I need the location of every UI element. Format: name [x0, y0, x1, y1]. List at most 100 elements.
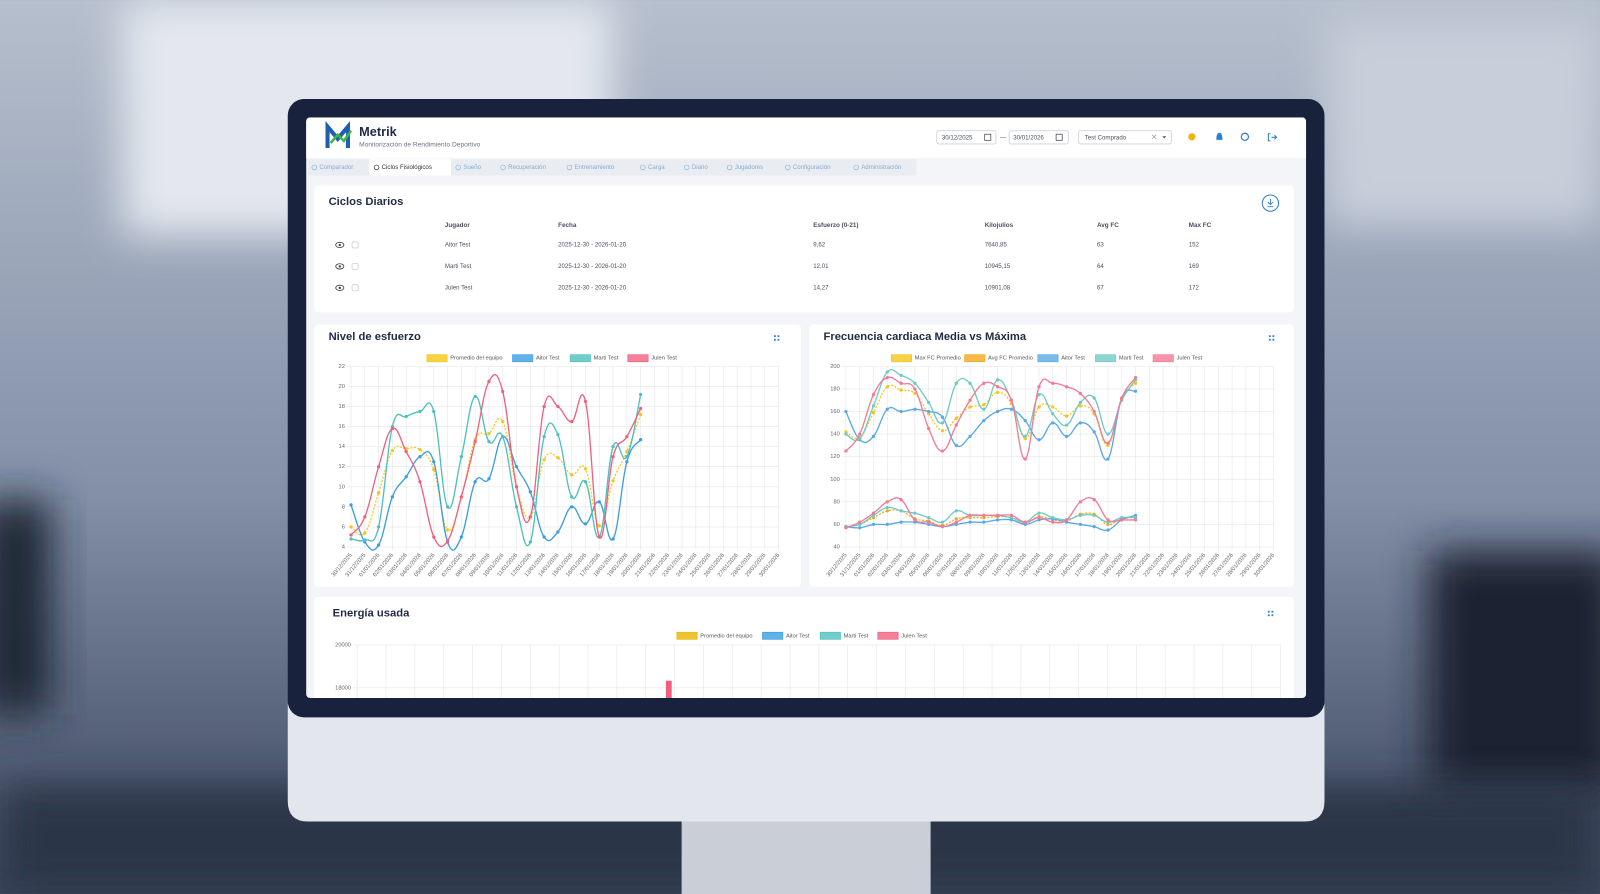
data-point	[445, 528, 450, 532]
view-icon[interactable]	[335, 241, 345, 249]
date-to-text: 30/01/2026	[1013, 134, 1044, 141]
data-point	[487, 440, 491, 444]
data-point	[899, 497, 903, 502]
data-point	[954, 381, 958, 385]
legend-swatch	[762, 631, 784, 640]
date-separator: —	[1000, 134, 1007, 141]
edit-icon[interactable]	[351, 241, 359, 249]
data-point	[968, 513, 972, 518]
tab[interactable]: Ciclos Fisiológicos	[369, 159, 452, 176]
data-point	[583, 522, 588, 526]
data-point	[940, 525, 945, 529]
users-icon[interactable]	[1188, 133, 1196, 141]
data-point	[611, 455, 615, 459]
edit-icon[interactable]	[351, 284, 359, 292]
data-point	[363, 531, 367, 535]
tab[interactable]: Configuración	[785, 164, 831, 171]
data-point	[982, 407, 986, 411]
data-point	[390, 449, 395, 453]
tab[interactable]: Comparador	[311, 164, 353, 171]
data-point	[844, 449, 848, 453]
logout-icon[interactable]	[1267, 133, 1278, 142]
legend-label: Marti Test	[1119, 356, 1144, 362]
data-point	[954, 416, 958, 420]
data-point	[1009, 518, 1014, 522]
y-tick-label: 4	[342, 545, 345, 551]
tab[interactable]: Entrenamiento	[566, 164, 615, 171]
bell-icon[interactable]	[1216, 132, 1223, 140]
data-point	[995, 409, 1000, 414]
tab-bar	[308, 159, 917, 176]
chart-title: Energía usada	[333, 607, 410, 619]
y-tick-label: 100	[830, 477, 840, 483]
data-point	[404, 414, 408, 419]
view-icon[interactable]	[335, 284, 345, 291]
data-point	[625, 450, 629, 454]
table-cell: 169	[1189, 263, 1200, 270]
data-point	[885, 522, 889, 527]
data-point	[899, 388, 903, 392]
team-select-text: Test Comprado	[1085, 134, 1127, 141]
tab[interactable]: Carga	[640, 164, 666, 171]
data-point	[899, 381, 903, 385]
data-point	[982, 516, 986, 520]
tab-label: Ciclos Fisiológicos	[382, 164, 432, 171]
data-point	[1009, 407, 1014, 411]
y-tick-label: 12	[339, 464, 345, 470]
view-icon[interactable]	[335, 263, 345, 270]
data-point	[501, 434, 505, 439]
tab[interactable]: Sueño	[455, 164, 482, 171]
data-point	[445, 539, 450, 543]
series-line	[845, 376, 1137, 460]
help-icon[interactable]	[1240, 132, 1250, 141]
download-button[interactable]	[1261, 194, 1280, 212]
tab-label: Carga	[648, 164, 665, 171]
data-point	[954, 522, 958, 527]
table-cell: 67	[1097, 284, 1104, 291]
data-point	[1037, 516, 1041, 520]
data-point	[927, 409, 931, 414]
tab[interactable]: Diario	[684, 164, 708, 171]
tab-icon	[640, 164, 646, 171]
data-point	[927, 520, 931, 524]
tab[interactable]: Administración	[853, 164, 902, 171]
date-to[interactable]: 30/01/2026	[1008, 130, 1069, 145]
data-point	[556, 530, 560, 534]
tab[interactable]: Recuperación	[500, 164, 546, 171]
data-point	[954, 423, 958, 427]
data-point	[1092, 525, 1096, 529]
tab-icon	[785, 164, 791, 171]
view-icon-pupil	[338, 286, 341, 289]
team-select[interactable]: Test Comprado	[1078, 130, 1172, 145]
data-point	[1133, 381, 1138, 385]
tab[interactable]: Jugadores	[726, 164, 763, 171]
data-point	[1120, 518, 1124, 522]
data-point	[982, 513, 986, 518]
chart-title: Frecuencia cardiaca Media vs Máxima	[823, 331, 1026, 343]
data-point	[927, 522, 931, 527]
legend-label: Aitor Test	[536, 356, 560, 362]
expand-icon[interactable]	[1267, 610, 1274, 617]
data-point	[844, 526, 848, 530]
data-point	[349, 503, 353, 507]
logo	[325, 120, 353, 149]
expand-icon[interactable]	[1268, 335, 1275, 341]
y-tick-label: 40	[833, 545, 839, 551]
data-point	[376, 543, 381, 547]
series-line	[350, 373, 642, 548]
data-point	[1078, 421, 1083, 425]
expand-icon[interactable]	[773, 335, 780, 341]
tab-label: Administración	[861, 164, 901, 171]
data-point	[995, 513, 1000, 518]
tab-icon	[853, 164, 859, 171]
data-point	[871, 434, 876, 439]
tab-label: Recuperación	[508, 164, 546, 171]
series-line	[845, 369, 1137, 442]
legend-label: Promedio del equipo	[700, 633, 752, 639]
date-from[interactable]: 30/12/2025	[936, 130, 997, 145]
chart-title: Nivel de esfuerzo	[329, 331, 421, 343]
data-point	[885, 385, 889, 389]
edit-icon[interactable]	[351, 262, 359, 270]
screen: Metrik Monitorización de Rendimiento Dep…	[306, 117, 1307, 699]
data-point	[625, 434, 629, 439]
